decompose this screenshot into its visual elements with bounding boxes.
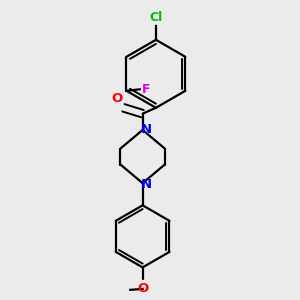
Text: O: O xyxy=(111,92,122,105)
Text: N: N xyxy=(141,178,152,190)
Text: Cl: Cl xyxy=(149,11,163,24)
Text: O: O xyxy=(137,282,148,296)
Text: N: N xyxy=(141,123,152,136)
Text: F: F xyxy=(142,83,150,96)
